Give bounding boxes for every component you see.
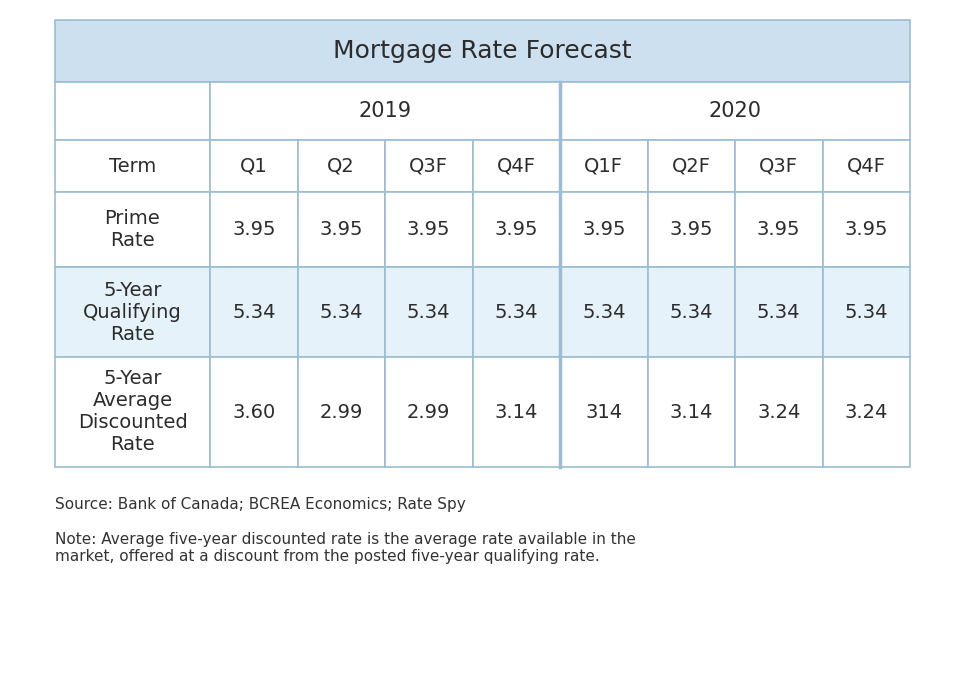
Text: 2019: 2019: [358, 101, 412, 121]
Text: 5-Year
Qualifying
Rate: 5-Year Qualifying Rate: [84, 281, 181, 343]
Bar: [560, 267, 647, 357]
Text: Q3F: Q3F: [759, 157, 799, 176]
Text: 2.99: 2.99: [407, 402, 450, 422]
Text: Prime
Rate: Prime Rate: [105, 209, 160, 250]
Bar: [55, 140, 210, 192]
Bar: [210, 192, 298, 267]
Text: 3.24: 3.24: [845, 402, 888, 422]
Bar: [298, 140, 385, 192]
Bar: [735, 192, 823, 267]
Bar: [472, 357, 560, 467]
Bar: [647, 192, 735, 267]
Text: Q2F: Q2F: [672, 157, 710, 176]
Text: 5.34: 5.34: [494, 302, 538, 322]
Bar: [560, 192, 647, 267]
Bar: [823, 140, 910, 192]
Text: 2020: 2020: [708, 101, 761, 121]
Bar: [210, 267, 298, 357]
Bar: [647, 267, 735, 357]
Text: 2.99: 2.99: [320, 402, 363, 422]
Bar: [385, 192, 472, 267]
Bar: [735, 357, 823, 467]
Bar: [55, 20, 910, 82]
Bar: [55, 357, 210, 467]
Bar: [385, 267, 472, 357]
Text: 3.95: 3.95: [407, 220, 450, 239]
Bar: [823, 267, 910, 357]
Text: 3.95: 3.95: [320, 220, 363, 239]
Bar: [823, 357, 910, 467]
Text: 3.14: 3.14: [669, 402, 713, 422]
Text: 314: 314: [586, 402, 622, 422]
Bar: [55, 82, 210, 140]
Text: Q1: Q1: [240, 157, 268, 176]
Text: Term: Term: [108, 157, 156, 176]
Text: 5.34: 5.34: [582, 302, 626, 322]
Bar: [560, 82, 910, 140]
Text: Q4F: Q4F: [847, 157, 886, 176]
Bar: [647, 140, 735, 192]
Text: 3.95: 3.95: [669, 220, 713, 239]
Text: Q3F: Q3F: [409, 157, 448, 176]
Text: 5.34: 5.34: [845, 302, 888, 322]
Text: 3.60: 3.60: [232, 402, 276, 422]
Bar: [210, 357, 298, 467]
Bar: [735, 140, 823, 192]
Bar: [472, 267, 560, 357]
Bar: [472, 192, 560, 267]
Text: Mortgage Rate Forecast: Mortgage Rate Forecast: [333, 39, 632, 63]
Text: 5.34: 5.34: [407, 302, 450, 322]
Bar: [55, 192, 210, 267]
Text: 5.34: 5.34: [320, 302, 363, 322]
Text: 3.24: 3.24: [757, 402, 801, 422]
Text: Q4F: Q4F: [496, 157, 536, 176]
Bar: [210, 82, 560, 140]
Bar: [298, 357, 385, 467]
Bar: [385, 357, 472, 467]
Text: 3.95: 3.95: [494, 220, 538, 239]
Bar: [385, 140, 472, 192]
Bar: [298, 267, 385, 357]
Bar: [472, 140, 560, 192]
Bar: [210, 140, 298, 192]
Text: 5.34: 5.34: [669, 302, 713, 322]
Text: Q2: Q2: [327, 157, 355, 176]
Bar: [298, 192, 385, 267]
Bar: [560, 140, 647, 192]
Text: 3.95: 3.95: [757, 220, 801, 239]
Text: 5-Year
Average
Discounted
Rate: 5-Year Average Discounted Rate: [78, 370, 187, 454]
Text: 5.34: 5.34: [757, 302, 801, 322]
Text: 3.95: 3.95: [582, 220, 626, 239]
Text: Q1F: Q1F: [585, 157, 623, 176]
Text: 3.95: 3.95: [232, 220, 276, 239]
Text: 3.95: 3.95: [845, 220, 888, 239]
Text: Source: Bank of Canada; BCREA Economics; Rate Spy: Source: Bank of Canada; BCREA Economics;…: [55, 497, 466, 512]
Text: Note: Average five-year discounted rate is the average rate available in the
mar: Note: Average five-year discounted rate …: [55, 532, 636, 564]
Bar: [735, 267, 823, 357]
Text: 3.14: 3.14: [494, 402, 538, 422]
Bar: [647, 357, 735, 467]
Bar: [55, 267, 210, 357]
Bar: [560, 357, 647, 467]
Text: 5.34: 5.34: [232, 302, 276, 322]
Bar: [823, 192, 910, 267]
